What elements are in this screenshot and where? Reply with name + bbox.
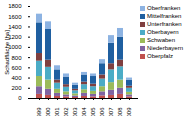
svg-text:1400: 1400 bbox=[8, 24, 22, 30]
svg-text:2003: 2003 bbox=[72, 107, 78, 116]
svg-text:600: 600 bbox=[11, 65, 22, 71]
svg-text:2008: 2008 bbox=[117, 107, 123, 116]
svg-text:1800: 1800 bbox=[8, 3, 22, 9]
svg-text:2007: 2007 bbox=[108, 107, 114, 116]
svg-text:2000: 2000 bbox=[45, 107, 51, 116]
html-text:Schwaben: Schwaben bbox=[147, 37, 175, 43]
svg-text:2002: 2002 bbox=[63, 107, 69, 116]
svg-text:2005: 2005 bbox=[90, 107, 96, 116]
svg-text:1999: 1999 bbox=[36, 107, 42, 116]
html-text:Niederbayern: Niederbayern bbox=[147, 45, 183, 51]
svg-text:1200: 1200 bbox=[8, 34, 22, 40]
svg-text:2006: 2006 bbox=[99, 107, 105, 116]
svg-text:1600: 1600 bbox=[8, 14, 22, 20]
svg-text:2009: 2009 bbox=[126, 107, 132, 116]
html-text:Mittelfranken: Mittelfranken bbox=[147, 13, 182, 19]
svg-text:400: 400 bbox=[11, 75, 22, 81]
html-text:Unterfranken: Unterfranken bbox=[147, 21, 182, 27]
svg-text:800: 800 bbox=[11, 55, 22, 61]
svg-text:2001: 2001 bbox=[54, 107, 60, 116]
svg-text:0: 0 bbox=[18, 95, 22, 101]
svg-text:1000: 1000 bbox=[8, 44, 22, 50]
svg-text:Schadfläche [ha]: Schadfläche [ha] bbox=[4, 30, 10, 75]
svg-text:200: 200 bbox=[11, 85, 22, 91]
svg-text:2004: 2004 bbox=[81, 107, 87, 116]
html-text:Oberpfalz: Oberpfalz bbox=[147, 53, 173, 59]
html-text:Oberfranken: Oberfranken bbox=[147, 5, 181, 11]
html-text:Oberbayern: Oberbayern bbox=[147, 29, 179, 35]
